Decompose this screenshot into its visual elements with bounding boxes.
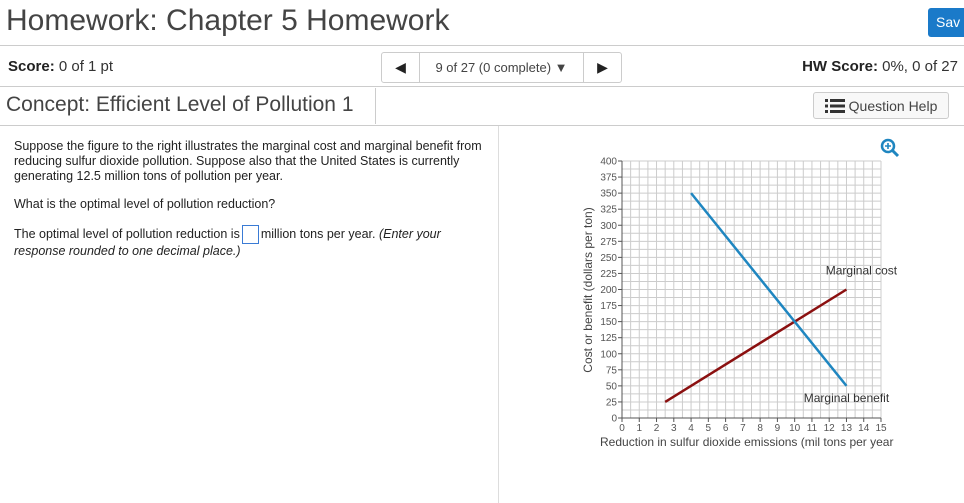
x-tick-label: 8 xyxy=(757,423,763,434)
list-icon xyxy=(824,98,845,113)
hw-score-label: HW Score: xyxy=(802,58,878,75)
zoom-in-icon[interactable] xyxy=(880,138,900,158)
x-axis-label: Reduction in sulfur dioxide emissions (m… xyxy=(600,435,893,449)
y-tick-label: 25 xyxy=(606,397,618,408)
series-line xyxy=(690,192,848,387)
question-help-button[interactable]: Question Help xyxy=(813,92,949,119)
question-prompt: What is the optimal level of pollution r… xyxy=(14,197,276,211)
page-title: Homework: Chapter 5 Homework xyxy=(6,4,450,37)
divider xyxy=(0,125,964,126)
question-navigator: ◀ 9 of 27 (0 complete) ▼ ▶ xyxy=(381,52,622,83)
y-tick-label: 275 xyxy=(600,237,617,248)
y-tick-label: 250 xyxy=(600,253,617,264)
y-axis-label: Cost or benefit (dollars per ton) xyxy=(581,207,595,372)
x-tick-label: 6 xyxy=(723,423,729,434)
prev-question-button[interactable]: ◀ xyxy=(395,59,406,75)
y-tick-label: 50 xyxy=(606,381,618,392)
x-tick-label: 10 xyxy=(789,423,801,434)
divider xyxy=(0,45,964,46)
y-tick-label: 175 xyxy=(600,301,617,312)
y-tick-label: 400 xyxy=(600,157,617,168)
y-tick-label: 375 xyxy=(600,173,617,184)
x-tick-label: 15 xyxy=(875,423,887,434)
save-button[interactable]: Sav xyxy=(928,8,964,37)
x-tick-label: 1 xyxy=(636,423,642,434)
y-tick-label: 100 xyxy=(600,349,617,360)
x-tick-label: 13 xyxy=(841,423,853,434)
question-paragraph: Suppose the figure to the right illustra… xyxy=(14,139,482,183)
hw-score-value: 0%, 0 of 27 xyxy=(882,58,958,75)
answer-line: The optimal level of pollution reduction… xyxy=(14,225,484,259)
series-label: Marginal benefit xyxy=(804,391,890,405)
y-tick-label: 200 xyxy=(600,285,617,296)
y-tick-label: 150 xyxy=(600,317,617,328)
axes: 0255075100125150175200225250275300325350… xyxy=(600,157,887,435)
answer-suffix: million tons per year. xyxy=(260,226,376,241)
y-tick-label: 125 xyxy=(600,333,617,344)
x-tick-label: 4 xyxy=(688,423,694,434)
panel-divider xyxy=(498,126,499,503)
series-label: Marginal cost xyxy=(826,264,898,278)
x-tick-label: 12 xyxy=(824,423,836,434)
x-tick-label: 5 xyxy=(706,423,712,434)
y-tick-label: 325 xyxy=(600,205,617,216)
series-line xyxy=(664,288,848,403)
question-select[interactable]: 9 of 27 (0 complete) ▼ xyxy=(419,53,584,82)
x-tick-label: 3 xyxy=(671,423,677,434)
x-tick-label: 0 xyxy=(619,423,625,434)
y-tick-label: 75 xyxy=(606,365,618,376)
question-help-label: Question Help xyxy=(848,97,938,114)
divider xyxy=(0,86,964,87)
series: Marginal cost Marginal benefit xyxy=(664,192,898,405)
question-title: Concept: Efficient Level of Pollution 1 xyxy=(6,93,354,116)
score: Score: 0 of 1 pt xyxy=(8,58,113,75)
y-tick-label: 350 xyxy=(600,189,617,200)
y-tick-label: 0 xyxy=(611,414,617,425)
answer-prefix: The optimal level of pollution reduction… xyxy=(14,226,240,241)
y-tick-label: 225 xyxy=(600,269,617,280)
score-value: 0 of 1 pt xyxy=(58,58,114,75)
x-tick-label: 2 xyxy=(654,423,660,434)
x-tick-label: 9 xyxy=(775,423,781,434)
answer-hint: (Enter your response rounded to one deci… xyxy=(14,226,441,258)
x-tick-label: 7 xyxy=(740,423,746,434)
y-tick-label: 300 xyxy=(600,221,617,232)
divider xyxy=(375,88,376,124)
score-label: Score: xyxy=(8,58,55,75)
question-text: Suppose the figure to the right illustra… xyxy=(14,139,484,272)
hw-score: HW Score: 0%, 0 of 27 xyxy=(802,58,958,75)
next-question-button[interactable]: ▶ xyxy=(597,59,608,75)
x-tick-label: 11 xyxy=(807,423,818,434)
answer-input[interactable] xyxy=(241,225,259,244)
x-tick-label: 14 xyxy=(858,423,870,434)
